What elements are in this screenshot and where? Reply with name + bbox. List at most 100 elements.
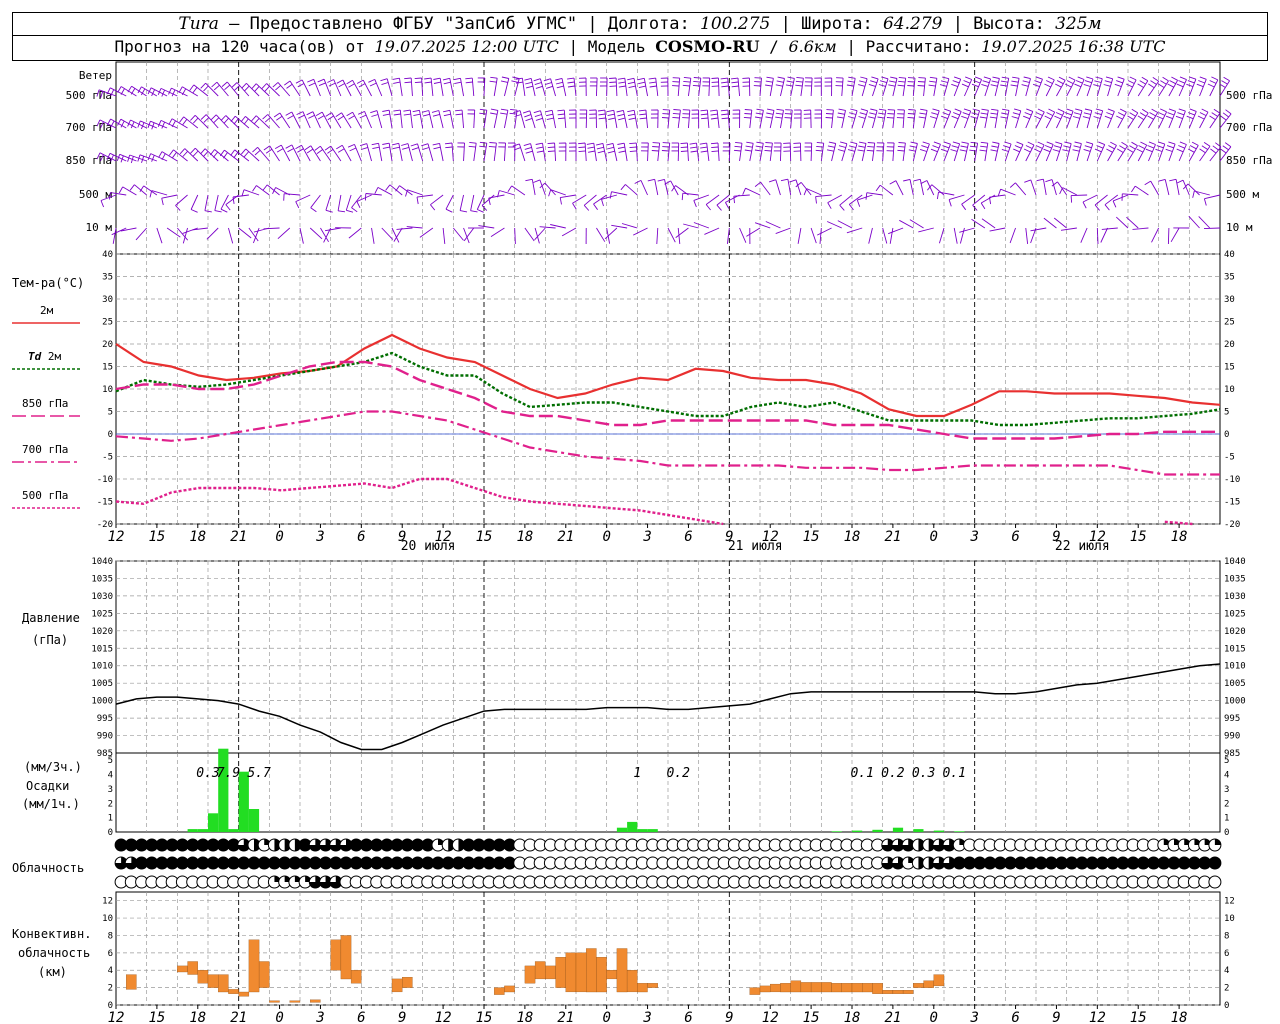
wind-level-label: 500 м bbox=[79, 188, 112, 201]
wind-barb bbox=[539, 78, 546, 97]
wind-barb-flag bbox=[825, 113, 834, 115]
wind-barb-flag bbox=[607, 113, 615, 117]
wind-barb-flag bbox=[347, 143, 355, 148]
wind-barb bbox=[749, 110, 753, 129]
wind-barb-flag bbox=[597, 109, 605, 112]
wind-barb-flag bbox=[617, 113, 625, 117]
wind-barb-flag bbox=[980, 145, 988, 148]
wind-barb bbox=[759, 143, 764, 162]
wind-barb-flag bbox=[776, 108, 784, 111]
y-tick-label: 6 bbox=[108, 949, 113, 959]
wind-barb bbox=[310, 145, 321, 162]
wind-barb-flag bbox=[754, 181, 761, 187]
wind-barb-flag bbox=[961, 115, 969, 119]
wind-barb-flag bbox=[755, 145, 763, 148]
wind-barb-flag bbox=[597, 150, 605, 154]
wind-barb bbox=[419, 227, 434, 238]
wind-barb-flag bbox=[182, 150, 188, 157]
wind-barb-flag bbox=[1176, 148, 1184, 153]
wind-barb-flag bbox=[720, 77, 728, 80]
y-tick-label: 1000 bbox=[1224, 697, 1246, 707]
wind-barb-flag bbox=[223, 152, 228, 159]
wind-barb-flag bbox=[848, 204, 854, 211]
y-tick-label: 0 bbox=[108, 1001, 113, 1011]
wind-barb-flag bbox=[213, 84, 220, 91]
conv-bar bbox=[545, 965, 556, 980]
wind-barb-flag bbox=[1013, 108, 1021, 112]
conv-title: Конвективн. bbox=[12, 927, 91, 941]
wind-barb-flag bbox=[1023, 148, 1031, 153]
wind-barb-flag bbox=[858, 116, 866, 119]
wind-barb bbox=[670, 180, 679, 196]
precip-label: 0.2 bbox=[881, 766, 905, 781]
wind-barb-flag bbox=[943, 141, 951, 145]
wind-barb-flag bbox=[1046, 112, 1054, 117]
wind-barb-flag bbox=[828, 141, 836, 144]
wind-barb-flag bbox=[96, 89, 100, 97]
precip-unit-1h: (мм/1ч.) bbox=[22, 797, 80, 811]
y-tick-label: 0 bbox=[1224, 430, 1229, 440]
wind-barb bbox=[708, 77, 711, 97]
wind-barb-flag bbox=[1176, 83, 1184, 88]
wind-barb-flag bbox=[578, 146, 586, 149]
conv-bar bbox=[391, 978, 403, 993]
wind-barb-flag bbox=[606, 109, 614, 113]
wind-barb bbox=[439, 143, 444, 162]
wind-barb-flag bbox=[970, 116, 978, 119]
wind-barb bbox=[810, 227, 817, 244]
wind-barb-flag bbox=[1082, 201, 1087, 209]
y-tick-label: 985 bbox=[97, 749, 113, 759]
wind-barb-flag bbox=[661, 117, 670, 119]
y-tick-label: 15 bbox=[102, 363, 113, 373]
wind-barb bbox=[277, 227, 291, 240]
wind-barb-flag bbox=[1035, 145, 1043, 149]
wind-barb-flag bbox=[203, 151, 209, 157]
cloud-fill bbox=[932, 839, 945, 852]
conv-bar bbox=[494, 987, 505, 995]
wind-barb bbox=[664, 179, 669, 196]
conv-bar bbox=[555, 957, 566, 988]
y-tick-label: 1005 bbox=[1224, 679, 1246, 689]
wind-barb bbox=[817, 227, 832, 236]
wind-barb-flag bbox=[525, 117, 533, 122]
x-tick-label: 6 bbox=[1011, 529, 1019, 545]
wind-barb bbox=[1112, 194, 1129, 202]
wind-barb-flag bbox=[982, 80, 990, 84]
wind-barb bbox=[362, 79, 372, 97]
wind-barb-flag bbox=[711, 85, 719, 87]
wind-barb-flag bbox=[455, 109, 463, 112]
wind-barb-flag bbox=[137, 86, 142, 94]
wind-barb-flag bbox=[710, 117, 719, 120]
conv-bar bbox=[218, 974, 229, 993]
wind-barb-flag bbox=[351, 207, 358, 213]
wind-barb-flag bbox=[535, 142, 543, 145]
wind-barb-flag bbox=[547, 142, 555, 145]
wind-barb-flag bbox=[161, 121, 166, 129]
wind-barb-flag bbox=[536, 150, 544, 153]
y-tick-label: 0 bbox=[108, 828, 113, 838]
wind-barb bbox=[819, 227, 822, 244]
wind-barb-flag bbox=[515, 77, 523, 80]
model-resolution: 6.6км bbox=[788, 37, 837, 56]
wind-barb-flag bbox=[1211, 112, 1218, 117]
wind-barb-flag bbox=[731, 85, 739, 88]
wind-barb-flag bbox=[306, 148, 314, 154]
wind-barb bbox=[463, 227, 475, 242]
wind-barb bbox=[504, 78, 510, 97]
wind-barb bbox=[604, 110, 608, 129]
wind-barb-flag bbox=[479, 145, 487, 148]
wind-barb bbox=[889, 227, 894, 244]
wind-barb-flag bbox=[559, 197, 562, 205]
wind-barb bbox=[488, 194, 505, 199]
wind-barb-flag bbox=[870, 108, 878, 112]
wind-barb bbox=[255, 83, 270, 97]
wind-barb-flag bbox=[431, 110, 439, 113]
x-tick-label: 3 bbox=[315, 529, 324, 545]
wind-barb bbox=[918, 227, 934, 233]
wind-barb-flag bbox=[683, 76, 691, 79]
wind-barb-flag bbox=[693, 80, 701, 83]
wind-barb-flag bbox=[839, 204, 845, 211]
wind-barb-flag bbox=[479, 108, 487, 111]
wind-barb-flag bbox=[422, 147, 430, 151]
